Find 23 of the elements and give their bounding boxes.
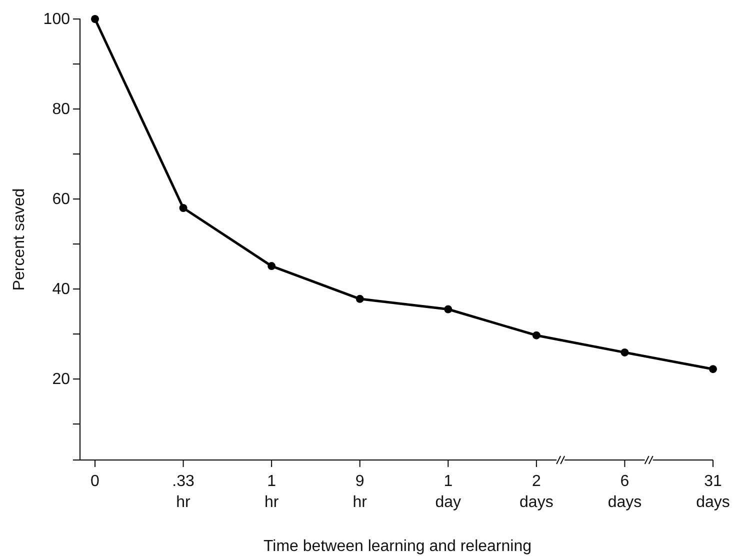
x-tick-label: .33 hr — [172, 473, 195, 511]
point — [356, 294, 364, 303]
x-tick-label: 2 days — [520, 473, 554, 511]
y-axis-title: Percent saved — [11, 188, 28, 291]
x-tick-label: 0 — [90, 473, 100, 490]
point — [444, 305, 452, 314]
point — [179, 204, 188, 212]
point — [620, 348, 629, 356]
y-tick-label: 100 — [43, 11, 70, 28]
y-tick-label: 40 — [52, 281, 70, 298]
x-tick-label: 1 day — [435, 473, 462, 511]
point — [532, 331, 540, 340]
point — [709, 365, 717, 374]
y-tick-label: 80 — [52, 101, 70, 118]
y-tick-label: 20 — [52, 371, 70, 388]
point — [268, 262, 276, 270]
x-tick-label: 1 hr — [264, 473, 280, 511]
x-axis-title: Time between learning and relearning — [263, 538, 532, 555]
x-tick-label: 31 days — [696, 473, 730, 511]
x-tick-label: 6 days — [608, 473, 642, 511]
x-tick-label: 9 hr — [352, 473, 368, 511]
point — [91, 15, 99, 23]
y-tick-label: 60 — [52, 191, 70, 208]
